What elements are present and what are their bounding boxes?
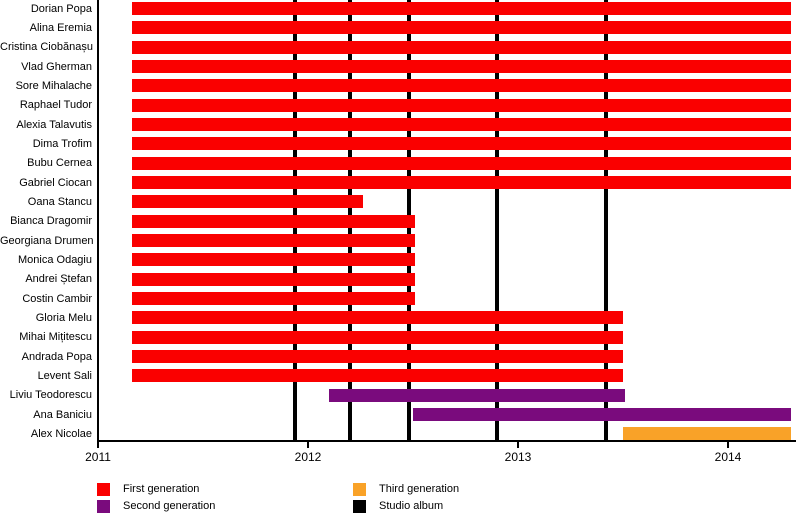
member-name-label: Vlad Gherman	[21, 60, 92, 73]
member-name-label: Alex Nicolae	[30, 427, 92, 440]
x-axis-line	[97, 440, 796, 442]
timeline-bar	[413, 408, 791, 422]
timeline-bar	[131, 253, 416, 267]
timeline-bar	[131, 98, 791, 112]
member-name-label: Levent Sali	[37, 369, 92, 382]
member-name-label: Alexia Talavutis	[16, 118, 92, 131]
member-name-label: Ana Baniciu	[33, 408, 92, 421]
timeline-bar	[131, 350, 623, 364]
axis-tick-label: 2012	[294, 450, 322, 464]
legend-label: Second generation	[123, 500, 216, 512]
member-name-label: Alina Eremia	[29, 21, 92, 34]
member-name-label: Sore Mihalache	[15, 79, 92, 92]
timeline-bar	[131, 234, 416, 248]
timeline-bar	[131, 40, 791, 54]
timeline-bar	[131, 214, 416, 228]
member-name-label: Raphael Tudor	[19, 99, 92, 112]
legend-swatch-third	[353, 483, 366, 496]
legend-swatch-album	[353, 500, 366, 513]
legend-swatch-second	[97, 500, 110, 513]
legend-label: Third generation	[379, 483, 460, 495]
legend-swatch-first	[97, 483, 110, 496]
member-name-label: Georgiana Drumen	[0, 234, 94, 247]
member-name-label: Gloria Melu	[35, 311, 92, 324]
axis-tick	[727, 442, 729, 448]
axis-tick	[307, 442, 309, 448]
axis-tick-label: 2014	[714, 450, 742, 464]
member-name-label: Costin Cambir	[22, 292, 92, 305]
axis-tick-label: 2011	[85, 450, 111, 464]
member-name-label: Dima Trofim	[32, 137, 92, 150]
member-name-label: Liviu Teodorescu	[9, 389, 92, 402]
member-name-label: Cristina Ciobănașu	[0, 41, 93, 54]
studio-album-line	[604, 0, 609, 441]
axis-tick-label: 2013	[504, 450, 532, 464]
member-name-label: Monica Odagiu	[18, 253, 92, 266]
y-axis-line	[97, 0, 99, 441]
timeline-bar	[131, 137, 791, 151]
member-name-label: Andrada Popa	[21, 350, 92, 363]
timeline-bar	[131, 272, 416, 286]
timeline-bar	[131, 2, 791, 15]
axis-tick	[97, 442, 99, 448]
studio-album-line	[495, 0, 499, 441]
legend-label: First generation	[123, 483, 200, 495]
timeline-bar	[131, 156, 791, 170]
timeline-bar	[131, 330, 623, 344]
axis-tick	[517, 442, 519, 448]
timeline-bar	[329, 388, 626, 402]
timeline-bar	[131, 21, 791, 35]
timeline-bar	[131, 118, 791, 132]
timeline-bar	[623, 427, 791, 441]
timeline-bar	[131, 292, 416, 306]
member-name-label: Mihai Mițitescu	[19, 331, 92, 344]
timeline-bar	[131, 369, 623, 383]
member-name-label: Andrei Ștefan	[25, 273, 92, 286]
member-name-label: Gabriel Ciocan	[19, 176, 92, 189]
member-name-label: Dorian Popa	[30, 2, 92, 15]
member-name-label: Oana Stancu	[27, 195, 92, 208]
timeline-bar	[131, 195, 363, 209]
legend-label: Studio album	[379, 500, 444, 512]
timeline-bar	[131, 79, 791, 93]
member-name-label: Bubu Cernea	[27, 157, 92, 170]
timeline-bar	[131, 60, 791, 74]
timeline-bar	[131, 311, 623, 325]
timeline-bar	[131, 176, 791, 190]
member-name-label: Bianca Dragomir	[10, 215, 92, 228]
